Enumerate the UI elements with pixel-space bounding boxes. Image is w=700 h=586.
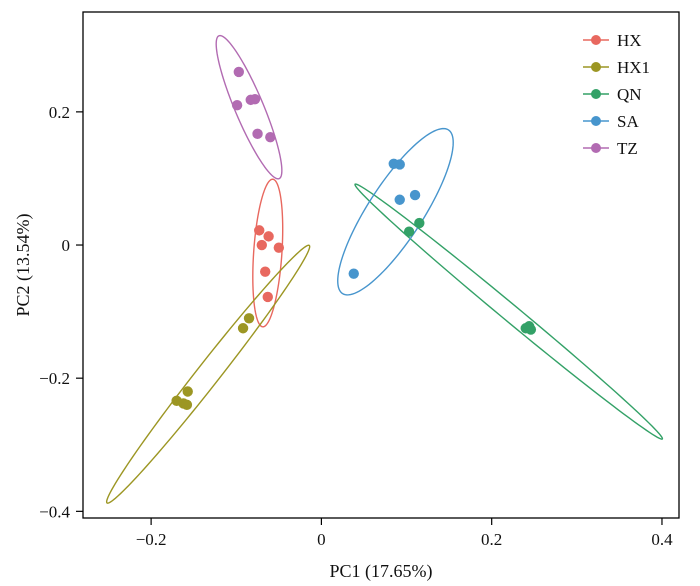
point-hx [263,231,274,242]
y-axis-label: PC2 (13.54%) [13,213,34,316]
x-axis: −0.2 0 0.2 0.4 [136,518,673,549]
y-tick-label: −0.4 [39,502,70,521]
legend: HX HX1 QN SA TZ [583,31,650,158]
y-tick-label: 0.2 [49,103,70,122]
point-hx1 [243,313,255,324]
point-hx1 [171,395,182,407]
point-sa [409,189,421,201]
point-hx [254,225,265,236]
ellipse-tz [215,34,283,180]
legend-label-tz: TZ [617,139,638,158]
ellipse-hx [252,178,284,328]
confidence-ellipses [105,34,664,504]
point-hx [273,242,285,253]
ellipse-qn [354,183,664,440]
y-tick-label: −0.2 [39,369,70,388]
point-tz [252,128,263,140]
legend-marker-hx [591,35,601,45]
point-hx1 [182,386,193,397]
point-sa [394,194,405,205]
point-qn [414,217,425,229]
legend-label-hx: HX [617,31,642,50]
plot-frame [82,11,680,519]
point-tz [265,131,276,143]
ellipse-hx1 [105,244,311,504]
point-tz [231,100,243,111]
point-qn [525,324,537,335]
x-tick-label: 0.4 [651,530,673,549]
legend-label-sa: SA [617,112,639,131]
x-tick-label: 0.2 [481,530,502,549]
legend-marker-sa [591,116,601,126]
point-hx [262,291,273,303]
point-qn [403,226,415,237]
point-tz [233,66,245,78]
x-tick-label: −0.2 [136,530,167,549]
point-hx1 [237,323,249,334]
point-tz [249,94,261,105]
legend-marker-hx1 [591,62,601,72]
legend-marker-tz [591,143,601,153]
y-tick-label: 0 [62,236,71,255]
x-tick-label: 0 [317,530,326,549]
x-axis-label: PC1 (17.65%) [330,561,433,582]
point-hx [256,239,267,251]
legend-label-hx1: HX1 [617,58,650,77]
point-hx1 [181,399,193,411]
y-axis: −0.4 −0.2 0 0.2 [39,103,83,521]
legend-label-qn: QN [617,85,642,104]
point-sa [348,268,359,279]
legend-marker-qn [591,89,601,99]
data-points [171,66,537,411]
point-sa [394,159,405,170]
point-hx [260,266,271,277]
